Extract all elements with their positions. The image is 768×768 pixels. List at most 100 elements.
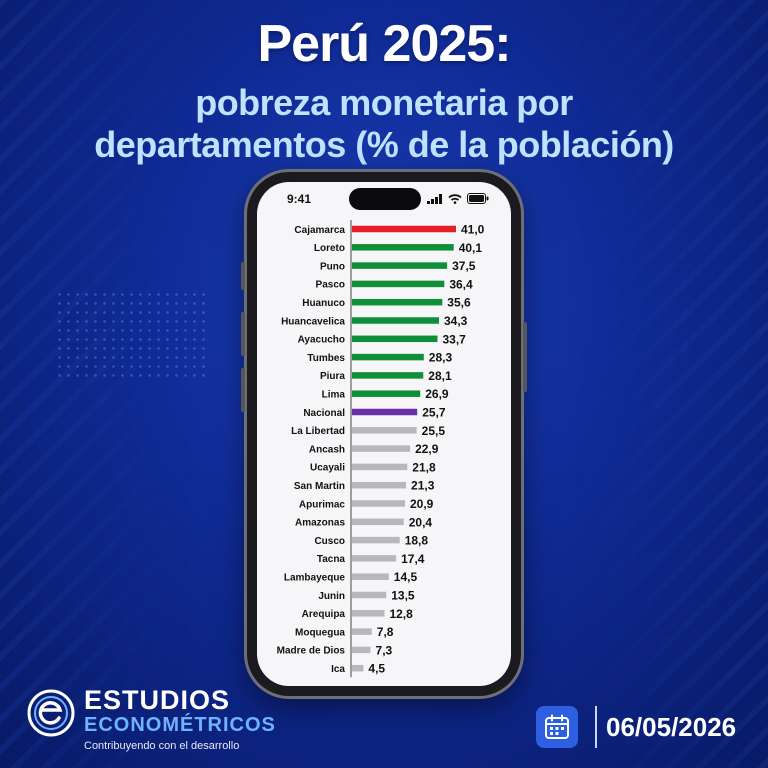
value-label: 40,1 <box>459 241 483 255</box>
bar-huancavelica <box>352 317 440 324</box>
bar-puno <box>352 262 448 269</box>
category-label: Cusco <box>314 536 345 547</box>
subtitle-line-1: pobreza monetaria por <box>195 82 573 123</box>
bar-ica <box>352 664 364 672</box>
poverty-bar-chart: Cajamarca 41,0 Loreto 40,1 Puno 37,5 Pasco 36,4… <box>277 220 485 678</box>
bar-piura <box>352 372 424 379</box>
bar-pasco <box>352 280 445 288</box>
category-label: Junin <box>318 591 345 602</box>
value-label: 13,5 <box>391 589 415 603</box>
value-label: 28,3 <box>429 351 453 365</box>
category-label: Apurimac <box>299 499 346 510</box>
bar-junin <box>352 591 387 599</box>
category-label: Ica <box>331 664 345 675</box>
category-label: Madre de Dios <box>277 646 346 657</box>
value-label: 14,5 <box>394 570 418 584</box>
category-label: Moquegua <box>295 627 345 638</box>
value-label: 17,4 <box>401 552 425 566</box>
value-label: 7,8 <box>377 625 394 639</box>
bar-ucayali <box>352 463 408 471</box>
bar-apurimac <box>352 500 406 507</box>
phone-side-button <box>241 262 245 290</box>
value-label: 37,5 <box>452 259 476 273</box>
value-label: 7,3 <box>376 643 393 657</box>
brand-block: ESTUDIOS ECONOMÉTRICOS Contribuyendo con… <box>84 686 276 752</box>
phone-frame: 9:41 Cajamarca 41,0 Loreto 40,1 Puno 37,5 Pasc… <box>241 172 527 696</box>
bar-ancash <box>352 445 411 452</box>
value-label: 20,4 <box>409 515 433 529</box>
value-label: 34,3 <box>444 314 468 328</box>
phone-power-button <box>523 322 527 392</box>
estudios-econometricos-logo-icon <box>27 689 75 737</box>
battery-icon <box>467 193 489 204</box>
value-label: 4,5 <box>368 662 385 676</box>
category-label: Lambayeque <box>284 573 346 584</box>
status-icons <box>427 193 489 204</box>
bar-lima <box>352 390 421 397</box>
bar-moquegua <box>352 628 372 635</box>
publication-date: 06/05/2026 <box>606 712 737 742</box>
page-subtitle: pobreza monetaria por departamentos (% d… <box>0 82 768 166</box>
value-label: 26,9 <box>425 387 449 401</box>
bar-lambayeque <box>352 573 389 580</box>
phone-volume-down-button <box>241 368 245 412</box>
value-label: 35,6 <box>447 296 471 310</box>
signal-icon <box>427 193 442 204</box>
category-label: Tacna <box>317 554 346 565</box>
category-label: Nacional <box>303 408 345 419</box>
bar-arequipa <box>352 610 385 617</box>
bar-cajamarca <box>352 225 456 233</box>
dynamic-island <box>349 188 421 210</box>
category-label: Cajamarca <box>294 225 345 236</box>
value-label: 22,9 <box>415 442 439 456</box>
bar-amazonas <box>352 518 404 526</box>
value-label: 18,8 <box>405 534 429 548</box>
value-label: 25,5 <box>422 424 446 438</box>
category-label: La Libertad <box>291 426 345 437</box>
bar-madre-de-dios <box>352 646 371 654</box>
brand-tagline: Contribuyendo con el desarrollo <box>84 740 240 752</box>
value-label: 20,9 <box>410 497 434 511</box>
value-label: 21,3 <box>411 479 435 493</box>
page-title: Perú 2025: <box>257 15 511 73</box>
calendar-badge <box>536 706 578 748</box>
category-label: Arequipa <box>302 609 346 620</box>
category-label: Loreto <box>314 243 345 254</box>
category-label: Pasco <box>316 280 345 291</box>
brand-name-line-1: ESTUDIOS <box>84 685 231 715</box>
phone-screen: 9:41 Cajamarca 41,0 Loreto 40,1 Puno 37,5 Pasc… <box>257 182 511 686</box>
category-label: Ancash <box>309 444 345 455</box>
bar-la-libertad <box>352 427 417 434</box>
bar-huanuco <box>352 298 443 306</box>
calendar-icon <box>545 714 569 739</box>
wifi-icon <box>448 193 462 204</box>
bar-ayacucho <box>352 335 438 343</box>
bar-tumbes <box>352 353 424 361</box>
category-label: San Martin <box>294 481 345 492</box>
date-divider <box>595 706 597 748</box>
bar-cusco <box>352 536 400 544</box>
brand-name-line-2: ECONOMÉTRICOS <box>84 714 276 736</box>
category-label: Huanuco <box>302 298 345 309</box>
category-label: Tumbes <box>307 353 345 364</box>
value-label: 41,0 <box>461 223 485 237</box>
value-label: 33,7 <box>442 332 466 346</box>
background-dots <box>55 290 205 380</box>
category-label: Amazonas <box>295 518 345 529</box>
value-label: 28,1 <box>428 369 452 383</box>
category-label: Piura <box>320 371 345 382</box>
value-label: 21,8 <box>412 460 436 474</box>
value-label: 36,4 <box>449 277 473 291</box>
category-label: Ayacucho <box>298 335 345 346</box>
phone-volume-up-button <box>241 312 245 356</box>
category-label: Lima <box>322 390 346 401</box>
value-label: 25,7 <box>422 406 446 420</box>
category-label: Huancavelica <box>281 316 345 327</box>
bar-san-martin <box>352 481 407 489</box>
bar-loreto <box>352 244 454 251</box>
bar-nacional <box>352 408 418 416</box>
subtitle-line-2: departamentos (% de la población) <box>94 124 674 165</box>
value-label: 12,8 <box>389 607 413 621</box>
bar-tacna <box>352 555 397 562</box>
category-label: Puno <box>320 261 345 272</box>
